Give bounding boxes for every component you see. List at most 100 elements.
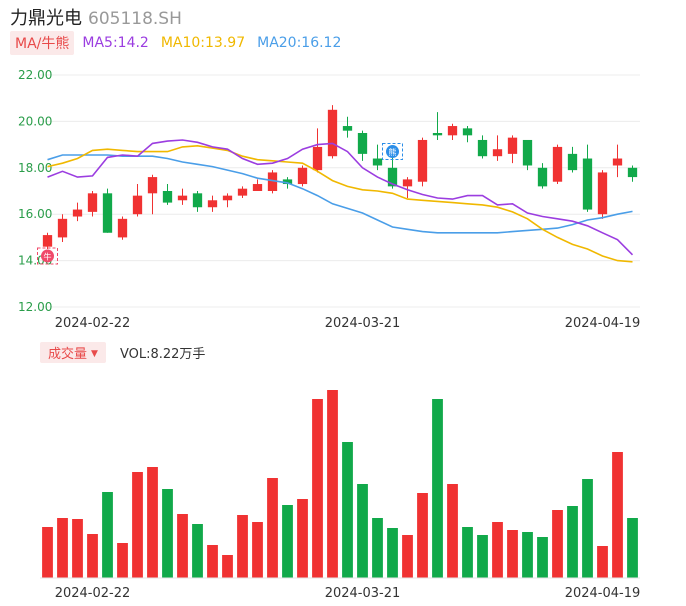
ma10-line	[47, 144, 633, 263]
volume-bar	[132, 472, 143, 578]
candle-body	[597, 172, 608, 215]
candle-body	[72, 209, 83, 217]
volume-bar	[57, 518, 68, 578]
volume-bar	[117, 543, 128, 578]
candle-body	[57, 218, 68, 238]
volume-bar	[462, 527, 473, 578]
volume-bar	[537, 537, 548, 578]
candle-body	[492, 149, 503, 157]
volume-bar	[222, 555, 233, 578]
candle-body	[612, 158, 623, 166]
bull-marker-frame	[37, 247, 58, 265]
volume-bar	[42, 527, 53, 578]
volume-x-tick-label: 2024-02-22	[55, 586, 131, 601]
y-tick-label: 22.00	[18, 68, 52, 82]
ma10-legend: MA10:13.97	[160, 35, 246, 51]
candle-body	[462, 128, 473, 136]
x-tick-label: 2024-02-22	[55, 316, 131, 331]
ma20-legend: MA20:16.12	[257, 35, 342, 51]
x-tick-label: 2024-03-21	[325, 316, 401, 331]
volume-bar	[597, 546, 608, 578]
volume-bar	[282, 505, 293, 578]
volume-bar	[417, 493, 428, 578]
candle-body	[447, 126, 458, 136]
volume-bar	[402, 535, 413, 578]
candle-body	[552, 146, 563, 182]
volume-bar	[582, 479, 593, 578]
candle-body	[312, 146, 323, 171]
candle-body	[417, 139, 428, 182]
volume-bar	[507, 530, 518, 578]
ma5-legend: MA5:14.2	[82, 35, 149, 51]
candle-body	[342, 126, 353, 131]
bull-marker-icon	[41, 249, 54, 263]
y-tick-label: 20.00	[18, 114, 52, 128]
candle-body	[177, 195, 188, 201]
stock-name: 力鼎光电	[10, 8, 82, 29]
candle-body	[477, 139, 488, 157]
candle-body	[297, 167, 308, 185]
candle-body	[327, 109, 338, 157]
volume-bar	[447, 484, 458, 578]
candle-body	[357, 133, 368, 154]
volume-indicator-label: 成交量	[48, 346, 88, 362]
candle-body	[237, 188, 248, 196]
indicator-selector[interactable]: MA/牛熊	[10, 31, 75, 55]
volume-bar	[162, 489, 173, 578]
volume-indicator-selector[interactable]: 成交量 ▼	[40, 341, 106, 363]
candle-body	[567, 153, 578, 171]
stock-title: 力鼎光电 605118.SH	[10, 4, 182, 30]
candle-body	[252, 184, 263, 191]
volume-bar	[522, 532, 533, 578]
caret-down-icon: ▼	[91, 348, 98, 359]
bear-marker-icon	[386, 145, 399, 159]
ma5-line	[47, 139, 634, 256]
ma20-line	[47, 154, 633, 234]
volume-bar	[327, 390, 338, 578]
candle-body	[117, 218, 128, 238]
candle-body	[162, 191, 173, 203]
marker-label: 熊	[389, 147, 397, 157]
candle-body	[42, 235, 53, 247]
candle-body	[282, 179, 293, 185]
volume-bar	[297, 499, 308, 578]
candle-body	[537, 167, 548, 187]
volume-value: VOL:8.22万手	[119, 346, 206, 362]
volume-bar	[627, 518, 638, 578]
volume-bar	[492, 522, 503, 578]
stock-code: 605118.SH	[88, 9, 182, 29]
volume-bar	[312, 399, 323, 578]
volume-legend: 成交量 ▼ VOL:8.22万手	[40, 341, 206, 363]
volume-bar	[252, 522, 263, 578]
candle-body	[627, 167, 638, 178]
marker-label: 牛	[44, 251, 52, 261]
volume-bar	[207, 545, 218, 578]
candle-body	[267, 172, 278, 191]
candle-body	[102, 193, 113, 233]
volume-bar	[612, 452, 623, 578]
candle-body	[402, 179, 413, 187]
volume-bar	[237, 515, 248, 578]
volume-bar	[477, 535, 488, 578]
candle-body	[507, 137, 518, 154]
y-tick-label: 18.00	[18, 161, 52, 175]
volume-bar	[357, 484, 368, 578]
volume-bar	[87, 534, 98, 578]
volume-bar	[147, 467, 158, 578]
candle-body	[372, 158, 383, 166]
candle-body	[147, 177, 158, 194]
ma-legend: MA/牛熊 MA5:14.2 MA10:13.97 MA20:16.12	[10, 31, 353, 55]
volume-x-tick-label: 2024-04-19	[565, 586, 641, 601]
candle-body	[192, 193, 203, 208]
volume-bar	[552, 510, 563, 578]
volume-bar	[72, 519, 83, 578]
candle-body	[87, 193, 98, 212]
volume-bar	[102, 492, 113, 578]
candle-body	[522, 139, 533, 166]
volume-bar	[177, 514, 188, 578]
candle-body	[582, 158, 593, 210]
candle-body	[222, 195, 233, 201]
y-tick-label: 16.00	[18, 207, 52, 221]
candle-body	[387, 167, 398, 187]
